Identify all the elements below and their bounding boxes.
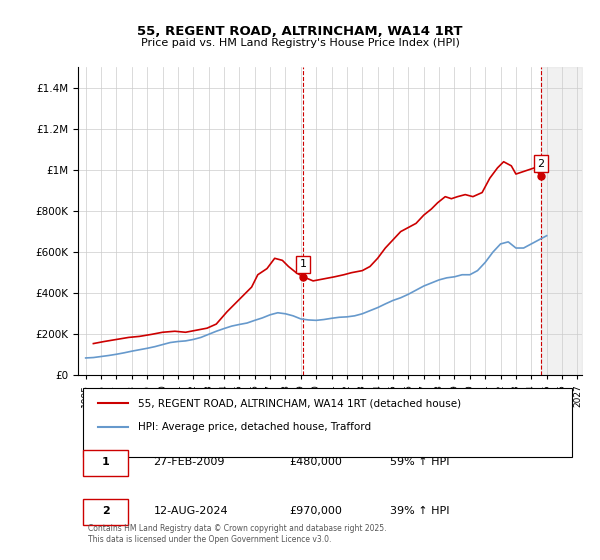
Text: 1: 1 xyxy=(102,457,110,467)
Text: 55, REGENT ROAD, ALTRINCHAM, WA14 1RT (detached house): 55, REGENT ROAD, ALTRINCHAM, WA14 1RT (d… xyxy=(139,398,461,408)
Text: £480,000: £480,000 xyxy=(290,457,343,467)
FancyBboxPatch shape xyxy=(83,388,572,457)
Text: 39% ↑ HPI: 39% ↑ HPI xyxy=(391,506,450,516)
Text: Contains HM Land Registry data © Crown copyright and database right 2025.
This d: Contains HM Land Registry data © Crown c… xyxy=(88,524,386,544)
Text: Price paid vs. HM Land Registry's House Price Index (HPI): Price paid vs. HM Land Registry's House … xyxy=(140,38,460,48)
FancyBboxPatch shape xyxy=(83,498,128,525)
FancyBboxPatch shape xyxy=(83,450,128,476)
Text: 12-AUG-2024: 12-AUG-2024 xyxy=(154,506,228,516)
Text: 2: 2 xyxy=(102,506,110,516)
Text: HPI: Average price, detached house, Trafford: HPI: Average price, detached house, Traf… xyxy=(139,422,371,432)
Text: 55, REGENT ROAD, ALTRINCHAM, WA14 1RT: 55, REGENT ROAD, ALTRINCHAM, WA14 1RT xyxy=(137,25,463,38)
Text: 27-FEB-2009: 27-FEB-2009 xyxy=(154,457,225,467)
Text: 59% ↑ HPI: 59% ↑ HPI xyxy=(391,457,450,467)
Text: 1: 1 xyxy=(300,259,307,269)
Text: 2: 2 xyxy=(537,159,544,169)
Text: £970,000: £970,000 xyxy=(290,506,343,516)
